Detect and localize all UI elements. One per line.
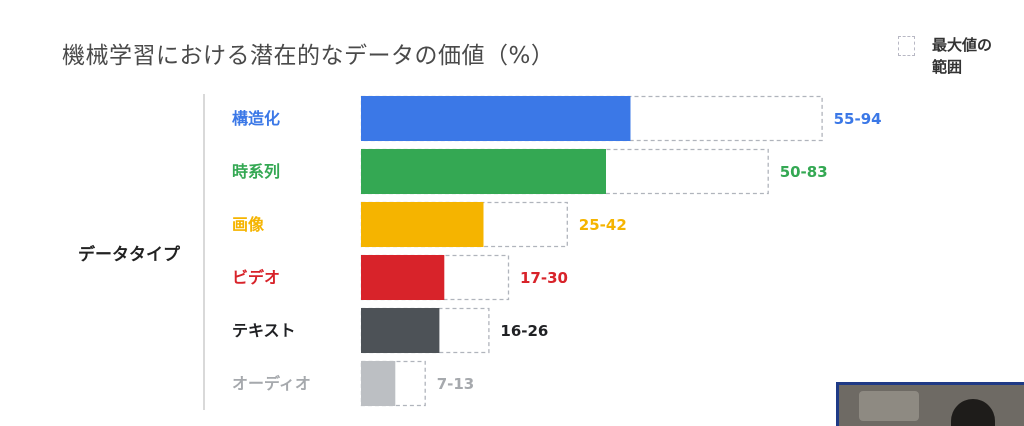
legend-label: 最大値の範囲 xyxy=(932,36,993,76)
webcam-overlay xyxy=(836,382,1024,426)
category-label: ビデオ xyxy=(232,268,280,287)
range-value-label: 50-83 xyxy=(780,163,828,181)
legend-dashed-box-icon xyxy=(898,36,915,56)
range-value-label: 7-13 xyxy=(437,375,475,393)
category-label: 構造化 xyxy=(232,109,280,128)
min-bar xyxy=(361,308,440,353)
range-value-label: 17-30 xyxy=(520,269,568,287)
min-bar xyxy=(361,202,484,247)
y-axis-group-label: データタイプ xyxy=(78,245,180,265)
range-value-label: 16-26 xyxy=(500,322,548,340)
min-bar xyxy=(361,149,606,194)
category-label: オーディオ xyxy=(232,374,311,393)
chart-title: 機械学習における潜在的なデータの価値（%） xyxy=(62,43,555,69)
category-label: テキスト xyxy=(232,321,296,340)
webcam-background xyxy=(859,391,919,421)
category-label: 時系列 xyxy=(232,162,280,181)
range-value-label: 25-42 xyxy=(579,216,627,234)
webcam-person xyxy=(951,399,995,426)
min-bar xyxy=(361,96,631,141)
min-bar xyxy=(361,361,396,406)
range-value-label: 55-94 xyxy=(834,110,882,128)
category-label: 画像 xyxy=(232,215,265,234)
min-bar xyxy=(361,255,445,300)
